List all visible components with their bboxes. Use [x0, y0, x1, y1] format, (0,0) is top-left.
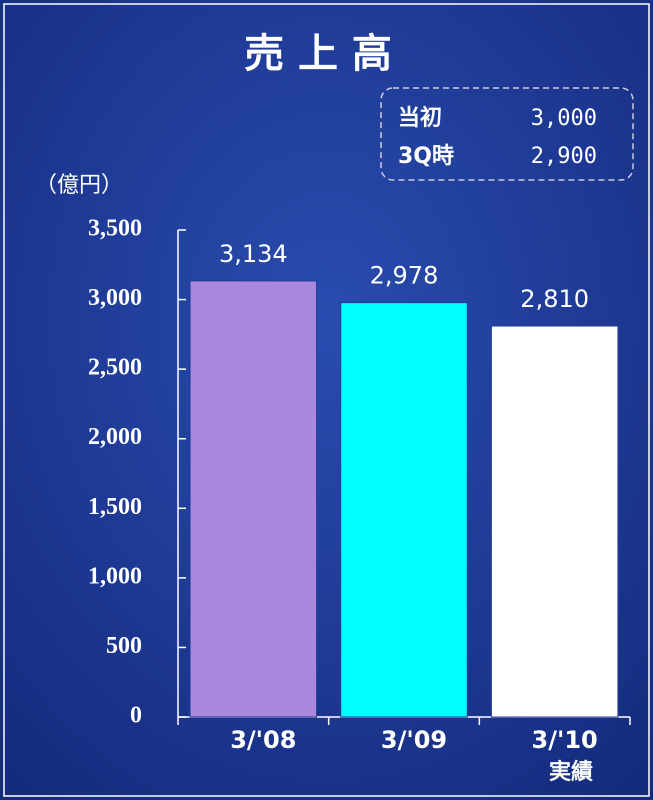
chart-title: 売 上 高 [244, 31, 392, 77]
x-tick-label: 3/'08 [230, 726, 296, 754]
y-tick-label: 0 [130, 703, 142, 729]
x-tick-label: 3/'10 [532, 726, 598, 754]
y-tick-label: 1,000 [88, 563, 142, 589]
forecast-value: 2,900 [531, 144, 597, 169]
unit-label: （億円） [35, 173, 123, 198]
x-tick-label: 3/'09 [381, 726, 447, 754]
y-tick-label: 2,000 [88, 424, 142, 450]
forecast-label: 3Q時 [398, 144, 454, 169]
forecast-value: 3,000 [531, 106, 597, 131]
y-tick-label: 2,500 [88, 355, 142, 381]
frame [3, 3, 650, 797]
value-label: 3,134 [219, 240, 288, 268]
forecast-box [380, 87, 634, 181]
y-tick-label: 500 [106, 633, 142, 659]
value-label: 2,978 [370, 262, 439, 290]
y-tick-label: 1,500 [88, 494, 142, 520]
bar [189, 280, 318, 718]
category-note: 実績 [549, 759, 593, 785]
value-label: 2,810 [520, 285, 589, 313]
y-tick-label: 3,500 [88, 216, 142, 242]
bar [490, 325, 619, 718]
forecast-label: 当初 [398, 105, 442, 131]
bar [340, 302, 468, 718]
y-tick-label: 3,000 [88, 285, 142, 311]
